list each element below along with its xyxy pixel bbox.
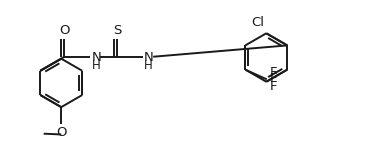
Text: O: O [56,126,67,139]
Text: F: F [270,80,278,93]
Text: O: O [59,24,70,37]
Text: N: N [144,51,154,64]
Text: H: H [91,59,100,72]
Text: S: S [113,24,122,37]
Text: F: F [270,66,278,79]
Text: F: F [270,72,278,85]
Text: H: H [144,59,153,72]
Text: Cl: Cl [251,16,264,29]
Text: N: N [91,51,101,64]
